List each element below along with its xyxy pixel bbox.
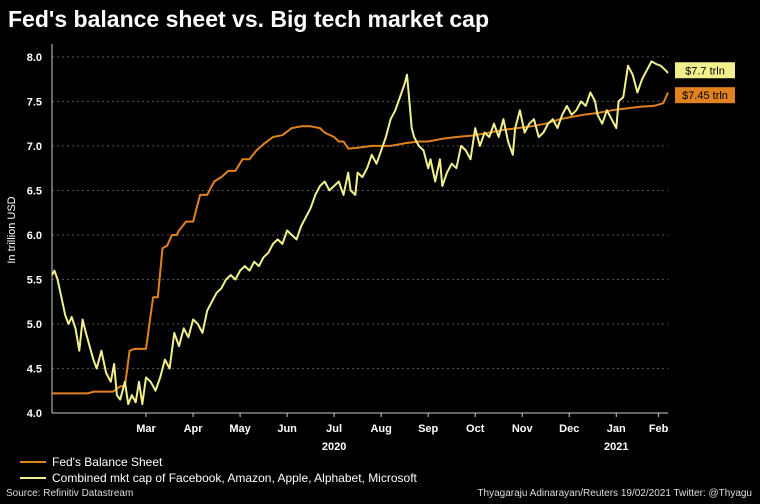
x-tick-label: Sep	[418, 423, 438, 435]
legend-label-tech: Combined mkt cap of Facebook, Amazon, Ap…	[52, 471, 417, 485]
series-line-tech	[51, 60, 669, 406]
end-label-fed: $7.45 trln	[682, 90, 728, 102]
x-tick-label: Jan	[607, 423, 626, 435]
x-tick-label: Jun	[277, 423, 297, 435]
end-label-box-tech	[675, 62, 735, 79]
x-tick-label: Oct	[466, 423, 485, 435]
legend-item-tech: Combined mkt cap of Facebook, Amazon, Ap…	[20, 471, 417, 485]
x-tick-label: May	[229, 423, 251, 435]
y-tick-label: 7.0	[27, 141, 42, 153]
y-tick-label: 5.5	[27, 274, 42, 286]
y-tick-label: 8.0	[27, 52, 42, 64]
y-tick-label: 7.5	[27, 96, 42, 108]
source-note: Source: Refinitiv Datastream	[6, 488, 134, 499]
x-tick-label: Aug	[370, 423, 391, 435]
y-tick-label: 5.0	[27, 319, 42, 331]
series-line-fed	[52, 92, 669, 395]
year-label: 2020	[322, 441, 346, 453]
credit-note: Thyagaraju Adinarayan/Reuters 19/02/2021…	[477, 488, 752, 499]
y-tick-label: 6.5	[27, 185, 42, 197]
x-tick-label: Mar	[136, 423, 156, 435]
y-tick-label: 6.0	[27, 230, 42, 242]
legend-swatch-fed	[20, 461, 46, 463]
x-tick-label: Jul	[326, 423, 342, 435]
x-tick-label: Nov	[512, 423, 534, 435]
legend-item-fed: Fed's Balance Sheet	[20, 455, 162, 469]
end-label-tech: $7.7 trln	[685, 65, 725, 77]
x-tick-label: Feb	[649, 423, 669, 435]
legend-label-fed: Fed's Balance Sheet	[52, 455, 163, 469]
end-label-box-fed	[675, 87, 735, 104]
y-axis-label: In trillion USD	[6, 196, 18, 263]
y-tick-label: 4.5	[27, 363, 42, 375]
x-tick-label: Apr	[184, 423, 204, 435]
x-tick-label: Dec	[559, 423, 579, 435]
year-label: 2021	[604, 441, 628, 453]
y-tick-label: 4.0	[27, 408, 42, 420]
legend-swatch-tech	[20, 477, 46, 479]
chart-title: Fed's balance sheet vs. Big tech market …	[8, 6, 490, 32]
